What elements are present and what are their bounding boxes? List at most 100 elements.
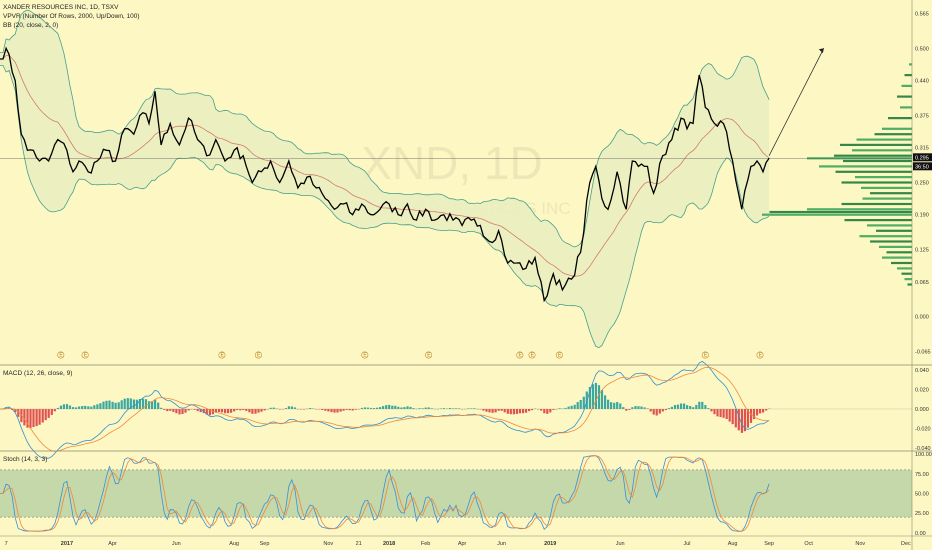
- macd-histogram-bar: [117, 402, 120, 409]
- macd-histogram-bar: [579, 400, 582, 409]
- macd-histogram-bar: [497, 409, 500, 411]
- price-axis[interactable]: 0.565 0.500 0.440 0.375 0.315 0.250 0.190 0.125…: [915, 11, 932, 537]
- time-tick-label: Aug: [728, 541, 738, 547]
- stoch-pane: [0, 455, 912, 532]
- macd-histogram-bar: [287, 406, 290, 409]
- macd-histogram-bar: [336, 409, 339, 413]
- macd-histogram-bar: [725, 409, 728, 419]
- macd-histogram-bar: [524, 409, 528, 413]
- earnings-marker-icon[interactable]: [254, 351, 262, 359]
- earnings-marker-icon[interactable]: [81, 351, 89, 359]
- macd-histogram-bar: [756, 409, 759, 416]
- macd-histogram-bar: [230, 409, 233, 413]
- macd-histogram-bar: [111, 401, 114, 409]
- vpvr-legend[interactable]: VPVR (Number Of Rows, 2000, Up/Down, 100…: [3, 13, 140, 20]
- macd-histogram-bar: [540, 409, 543, 411]
- macd-histogram-bar: [75, 407, 78, 409]
- macd-histogram-bar: [141, 398, 145, 409]
- macd-histogram-bar: [175, 409, 178, 414]
- macd-histogram-bar: [442, 408, 445, 409]
- macd-histogram-bar: [135, 399, 138, 409]
- macd-histogram-bar: [622, 407, 625, 409]
- earnings-marker-icon[interactable]: [218, 351, 226, 359]
- vpvr-bar: [897, 267, 912, 270]
- macd-histogram-bar: [68, 405, 72, 409]
- macd-histogram-bar: [220, 409, 224, 413]
- macd-histogram-bar: [613, 402, 616, 409]
- macd-histogram-bar: [597, 385, 601, 409]
- time-tick-label: 2019: [544, 541, 556, 547]
- vpvr-bar: [870, 240, 912, 243]
- macd-histogram-bar: [290, 406, 293, 409]
- symbol-legend[interactable]: XANDER RESOURCES INC, 1D, TSXV: [3, 4, 119, 11]
- vpvr-bar: [882, 256, 912, 259]
- macd-histogram-bar: [366, 407, 369, 409]
- earnings-marker-icon[interactable]: [528, 351, 536, 359]
- macd-histogram-bar: [248, 409, 251, 413]
- macd-histogram-bar: [485, 409, 488, 412]
- vpvr-bar: [901, 272, 912, 275]
- time-tick-label: Apr: [458, 541, 467, 547]
- macd-histogram-bar: [473, 408, 476, 409]
- vpvr-bar: [852, 149, 912, 152]
- macd-histogram-bar: [129, 398, 132, 409]
- vpvr-bar: [901, 84, 912, 87]
- macd-histogram-bar: [114, 402, 117, 409]
- macd-histogram-bar: [333, 409, 336, 413]
- macd-histogram-bar: [576, 402, 579, 409]
- price-tick-label: 0.565: [915, 11, 929, 17]
- last-price-badge: 0.295 36:50: [913, 153, 932, 171]
- time-tick-label: Feb: [421, 541, 430, 547]
- bb-upper-band: [0, 9, 770, 248]
- macd-histogram-bar: [518, 409, 521, 414]
- macd-histogram-bar: [558, 408, 561, 409]
- macd-histogram-bar: [35, 409, 38, 427]
- macd-histogram-bar: [503, 409, 506, 413]
- macd-histogram-bar: [692, 407, 695, 409]
- macd-histogram-bar: [217, 409, 221, 412]
- macd-histogram-bar: [582, 396, 585, 409]
- macd-histogram-bar: [360, 407, 363, 409]
- earnings-marker-icon[interactable]: [57, 351, 65, 359]
- earnings-marker-icon[interactable]: [555, 351, 563, 359]
- macd-histogram-bar: [123, 398, 126, 409]
- time-tick-label: Apr: [108, 541, 117, 547]
- macd-histogram-bar: [637, 406, 640, 409]
- vpvr-bar: [882, 127, 912, 130]
- price-tick-label: 0.125: [915, 248, 929, 254]
- earnings-marker-icon[interactable]: [516, 351, 524, 359]
- macd-histogram-bar: [737, 409, 740, 431]
- macd-histogram-bar: [38, 409, 41, 425]
- macd-histogram-bar: [236, 409, 239, 410]
- vpvr-bar: [835, 170, 912, 173]
- macd-legend[interactable]: MACD (12, 26, close, 9): [3, 370, 72, 377]
- stoch-legend[interactable]: Stoch (14, 3, 3): [3, 456, 47, 463]
- macd-histogram-bar: [427, 407, 430, 409]
- macd-histogram-bar: [455, 408, 458, 409]
- macd-histogram-bar: [260, 409, 263, 412]
- stoch-tick-label: 25.00: [915, 511, 929, 517]
- macd-histogram-bar: [184, 409, 187, 413]
- macd-histogram-bar: [680, 403, 683, 409]
- macd-histogram-bar: [570, 405, 573, 409]
- macd-histogram-bar: [616, 402, 619, 409]
- macd-histogram-bar: [512, 409, 515, 415]
- time-axis[interactable]: 7 2017 Apr Jun Aug Sep Nov 21 2018 Feb Apr Jun 2019 J…: [5, 541, 911, 547]
- macd-histogram-bar: [734, 409, 737, 428]
- earnings-marker-icon[interactable]: [425, 351, 433, 359]
- earnings-marker-icon[interactable]: [701, 351, 709, 359]
- macd-histogram-bar: [667, 408, 670, 409]
- macd-tick-label: 0.040: [915, 368, 929, 374]
- macd-histogram-bar: [655, 409, 658, 416]
- bb-legend[interactable]: BB (20, close, 2, 0): [3, 22, 58, 29]
- macd-pane: [0, 360, 912, 459]
- macd-histogram-bar: [594, 382, 597, 409]
- macd-histogram-bar: [567, 406, 570, 409]
- earnings-marker-icon[interactable]: [756, 351, 764, 359]
- macd-histogram-bar: [382, 406, 385, 409]
- earnings-marker-icon[interactable]: [361, 351, 369, 359]
- macd-histogram-bar: [14, 409, 17, 413]
